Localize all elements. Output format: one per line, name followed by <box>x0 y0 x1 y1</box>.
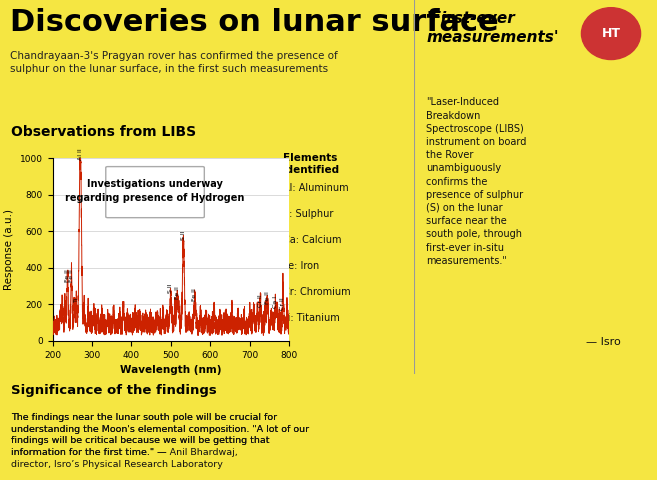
Text: Fe: Iron: Fe: Iron <box>283 261 319 271</box>
Text: S: Sulphur: S: Sulphur <box>283 209 333 219</box>
Text: Ca: Calcium: Ca: Calcium <box>283 235 341 245</box>
Text: Fe II: Fe II <box>65 269 70 281</box>
Text: — Isro: — Isro <box>586 337 620 347</box>
Text: Observations from LIBS: Observations from LIBS <box>11 124 196 139</box>
Text: Discoveries on lunar surface: Discoveries on lunar surface <box>10 9 498 37</box>
FancyBboxPatch shape <box>106 167 204 218</box>
Text: 'First-ever
measurements': 'First-ever measurements' <box>426 11 558 45</box>
Y-axis label: Response (a.u.): Response (a.u.) <box>5 209 14 290</box>
Text: The findings near the lunar south pole will be crucial for
understanding the Moo: The findings near the lunar south pole w… <box>11 413 309 457</box>
Circle shape <box>581 8 641 60</box>
X-axis label: Wavelength (nm): Wavelength (nm) <box>120 365 221 375</box>
Text: Significance of the findings: Significance of the findings <box>11 384 216 397</box>
Text: S II: S II <box>181 231 186 240</box>
Text: Elements
identified: Elements identified <box>283 153 340 175</box>
Text: HT: HT <box>602 27 620 40</box>
Text: Ti: Titanium: Ti: Titanium <box>283 313 340 323</box>
Text: "Laser-Induced
Breakdown
Spectroscope (LIBS)
instrument on board
the Rover
unamb: "Laser-Induced Breakdown Spectroscope (L… <box>426 97 526 266</box>
Text: Fe II: Fe II <box>193 288 197 300</box>
Text: Fe II: Fe II <box>265 291 270 304</box>
Text: S II: S II <box>168 284 173 293</box>
Text: Ti: Ti <box>74 297 79 302</box>
Text: Al: Aluminum: Al: Aluminum <box>283 183 348 193</box>
Text: Al II: Al II <box>78 148 83 160</box>
Text: Investigations underway
regarding presence of Hydrogen: Investigations underway regarding presen… <box>65 179 245 203</box>
Text: Fe II: Fe II <box>175 286 179 299</box>
Text: Cr II: Cr II <box>258 294 263 307</box>
Text: Cr: Chromium: Cr: Chromium <box>283 287 350 297</box>
Text: Chandrayaan-3's Pragyan rover has confirmed the presence of
sulphur on the lunar: Chandrayaan-3's Pragyan rover has confir… <box>10 51 337 74</box>
Text: Fe II: Fe II <box>69 269 74 281</box>
Text: Ca I: Ca I <box>273 296 278 308</box>
Text: The findings near the lunar south pole will be crucial for
understanding the Moo: The findings near the lunar south pole w… <box>11 413 309 469</box>
Text: Cr II: Cr II <box>281 297 285 310</box>
